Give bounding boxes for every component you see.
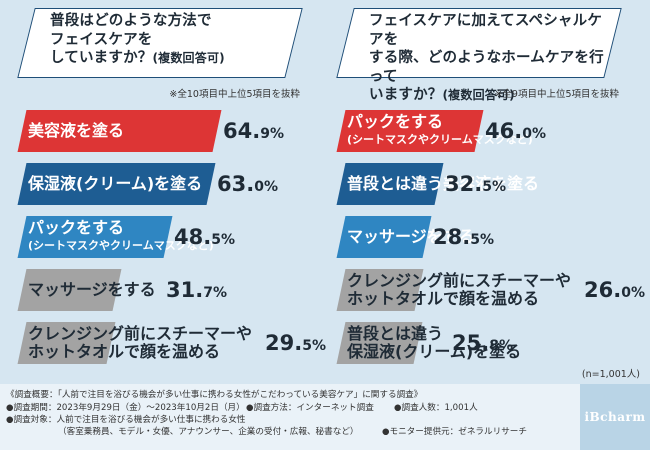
- value-dec: 9%: [260, 126, 284, 142]
- value-dec: 0%: [254, 179, 278, 195]
- bar-label-line: 普段とは違う美容液を塗る: [347, 174, 540, 193]
- brand-logo: iBcharm: [580, 384, 650, 450]
- bar-label: クレンジング前にスチーマーや ホットタオルで顔を温める: [347, 272, 571, 308]
- question-title: フェイスケアに加えてスペシャルケアを する際、どのようなホームケアを行って いま…: [369, 12, 609, 105]
- bar-label: マッサージをする: [28, 281, 156, 299]
- question-line: 普段はどのような方法で: [50, 13, 212, 29]
- value-dec: 5%: [302, 338, 326, 354]
- value-dec: 0%: [522, 126, 546, 142]
- value-label: 32.5%: [445, 173, 506, 198]
- footer-line: ●モニター提供元：ゼネラルリサーチ: [382, 427, 527, 437]
- question-line: していますか？(複数回答可): [50, 49, 290, 68]
- note-text: ※全10項目中上位5項目を抜粋: [169, 89, 300, 100]
- chart-right: フェイスケアに加えてスペシャルケアを する際、どのようなホームケアを行って いま…: [327, 0, 645, 378]
- value-label: 64.9%: [223, 120, 284, 145]
- value-dec: 5%: [470, 232, 494, 248]
- footer-line: ●調査人数：1,001人: [394, 403, 478, 413]
- bar-label-line: (シートマスクやクリームマスクなど): [28, 239, 214, 252]
- value-label: 63.0%: [217, 173, 278, 198]
- survey-footer: 《調査概要：「人前で注目を浴びる機会が多い仕事に携わる女性がこだわっている美容ケ…: [0, 384, 650, 450]
- value-dec: 8%: [489, 338, 513, 354]
- bar-label-line: 普段とは違う: [347, 324, 444, 343]
- note-text: ※全9項目中上位5項目を抜粋: [494, 89, 619, 100]
- value-int: 31.: [166, 278, 204, 302]
- question-line: する際、どのようなホームケアを行って: [369, 50, 604, 85]
- footer-line: ●調査方法：インターネット調査: [246, 403, 374, 413]
- value-int: 26.: [584, 278, 622, 302]
- bar-label-line: マッサージをする: [28, 280, 156, 299]
- bar-label-line: パックをする: [347, 112, 444, 131]
- bar-label: パックをする (シートマスクやクリームマスクなど): [28, 219, 214, 255]
- bar-label-line: ホットタオルで顔を温める: [28, 342, 221, 361]
- value-int: 63.: [217, 172, 255, 196]
- value-dec: 0%: [621, 285, 645, 301]
- bar-label: マッサージをする: [347, 228, 475, 246]
- bar-label-line: クレンジング前にスチーマーや: [347, 271, 572, 290]
- question-line-text: いますか？: [369, 87, 443, 103]
- bar-label-line: 保湿液(クリーム)を塗る: [28, 174, 203, 193]
- value-dec: 5%: [211, 232, 235, 248]
- chart-left: 普段はどのような方法で フェイスケアを していますか？(複数回答可) ※全10項…: [8, 0, 326, 378]
- value-label: 26.0%: [584, 279, 645, 304]
- value-label: 46.0%: [485, 120, 546, 145]
- value-dec: 5%: [482, 179, 506, 195]
- question-line-text: していますか？: [50, 50, 153, 66]
- footer-line: （客室乗務員、モデル・女優、アナウンサー、企業の受付・広報、秘書など）: [58, 427, 359, 437]
- sample-size: (n=1,001人): [581, 369, 640, 380]
- bar-label-line: (シートマスクやクリームマスクなど): [347, 133, 533, 146]
- bar-label: 普段とは違う 保湿液(クリーム)を塗る: [347, 325, 521, 361]
- value-int: 64.: [223, 119, 261, 143]
- question-line: フェイスケアに加えてスペシャルケアを: [369, 13, 603, 48]
- bar-label-line: 美容液を塗る: [28, 121, 125, 140]
- footer-line: 《調査概要：「人前で注目を浴びる機会が多い仕事に携わる女性がこだわっている美容ケ…: [6, 390, 423, 400]
- value-label: 29.5%: [265, 332, 326, 357]
- bar-label: 普段とは違う美容液を塗る: [347, 175, 539, 193]
- value-dec: 7%: [203, 285, 227, 301]
- value-label: 25.8%: [452, 332, 513, 357]
- bar-label-line: パックをする: [28, 218, 125, 237]
- value-int: 29.: [265, 331, 303, 355]
- bar-label-line: クレンジング前にスチーマーや: [28, 324, 253, 343]
- value-int: 25.: [452, 331, 490, 355]
- question-line: いますか？(複数回答可): [369, 86, 609, 105]
- footer-line: ●調査期間：2023年9月29日（金）～2023年10月2日（月）: [6, 403, 245, 413]
- question-sub: (複数回答可): [152, 51, 225, 65]
- bar-label-line: 保湿液(クリーム)を塗る: [347, 342, 522, 361]
- bar-label: パックをする (シートマスクやクリームマスクなど): [347, 113, 533, 149]
- value-label: 28.5%: [433, 226, 494, 251]
- bar-label-line: マッサージをする: [347, 227, 475, 246]
- bar-label: クレンジング前にスチーマーや ホットタオルで顔を温める: [28, 325, 252, 361]
- value-label: 48.5%: [174, 226, 235, 251]
- bar-label-line: ホットタオルで顔を温める: [347, 289, 540, 308]
- value-int: 28.: [433, 225, 471, 249]
- question-sub: (複数回答可): [442, 88, 515, 102]
- value-int: 46.: [485, 119, 523, 143]
- bar-label: 保湿液(クリーム)を塗る: [28, 175, 202, 193]
- value-int: 48.: [174, 225, 212, 249]
- bar-label: 美容液を塗る: [28, 122, 124, 140]
- question-title: 普段はどのような方法で フェイスケアを していますか？(複数回答可): [50, 12, 290, 68]
- footer-line: ●調査対象：人前で注目を浴びる機会が多い仕事に携わる女性: [6, 415, 246, 425]
- value-label: 31.7%: [166, 279, 227, 304]
- value-int: 32.: [445, 172, 483, 196]
- question-line: フェイスケアを: [50, 31, 153, 48]
